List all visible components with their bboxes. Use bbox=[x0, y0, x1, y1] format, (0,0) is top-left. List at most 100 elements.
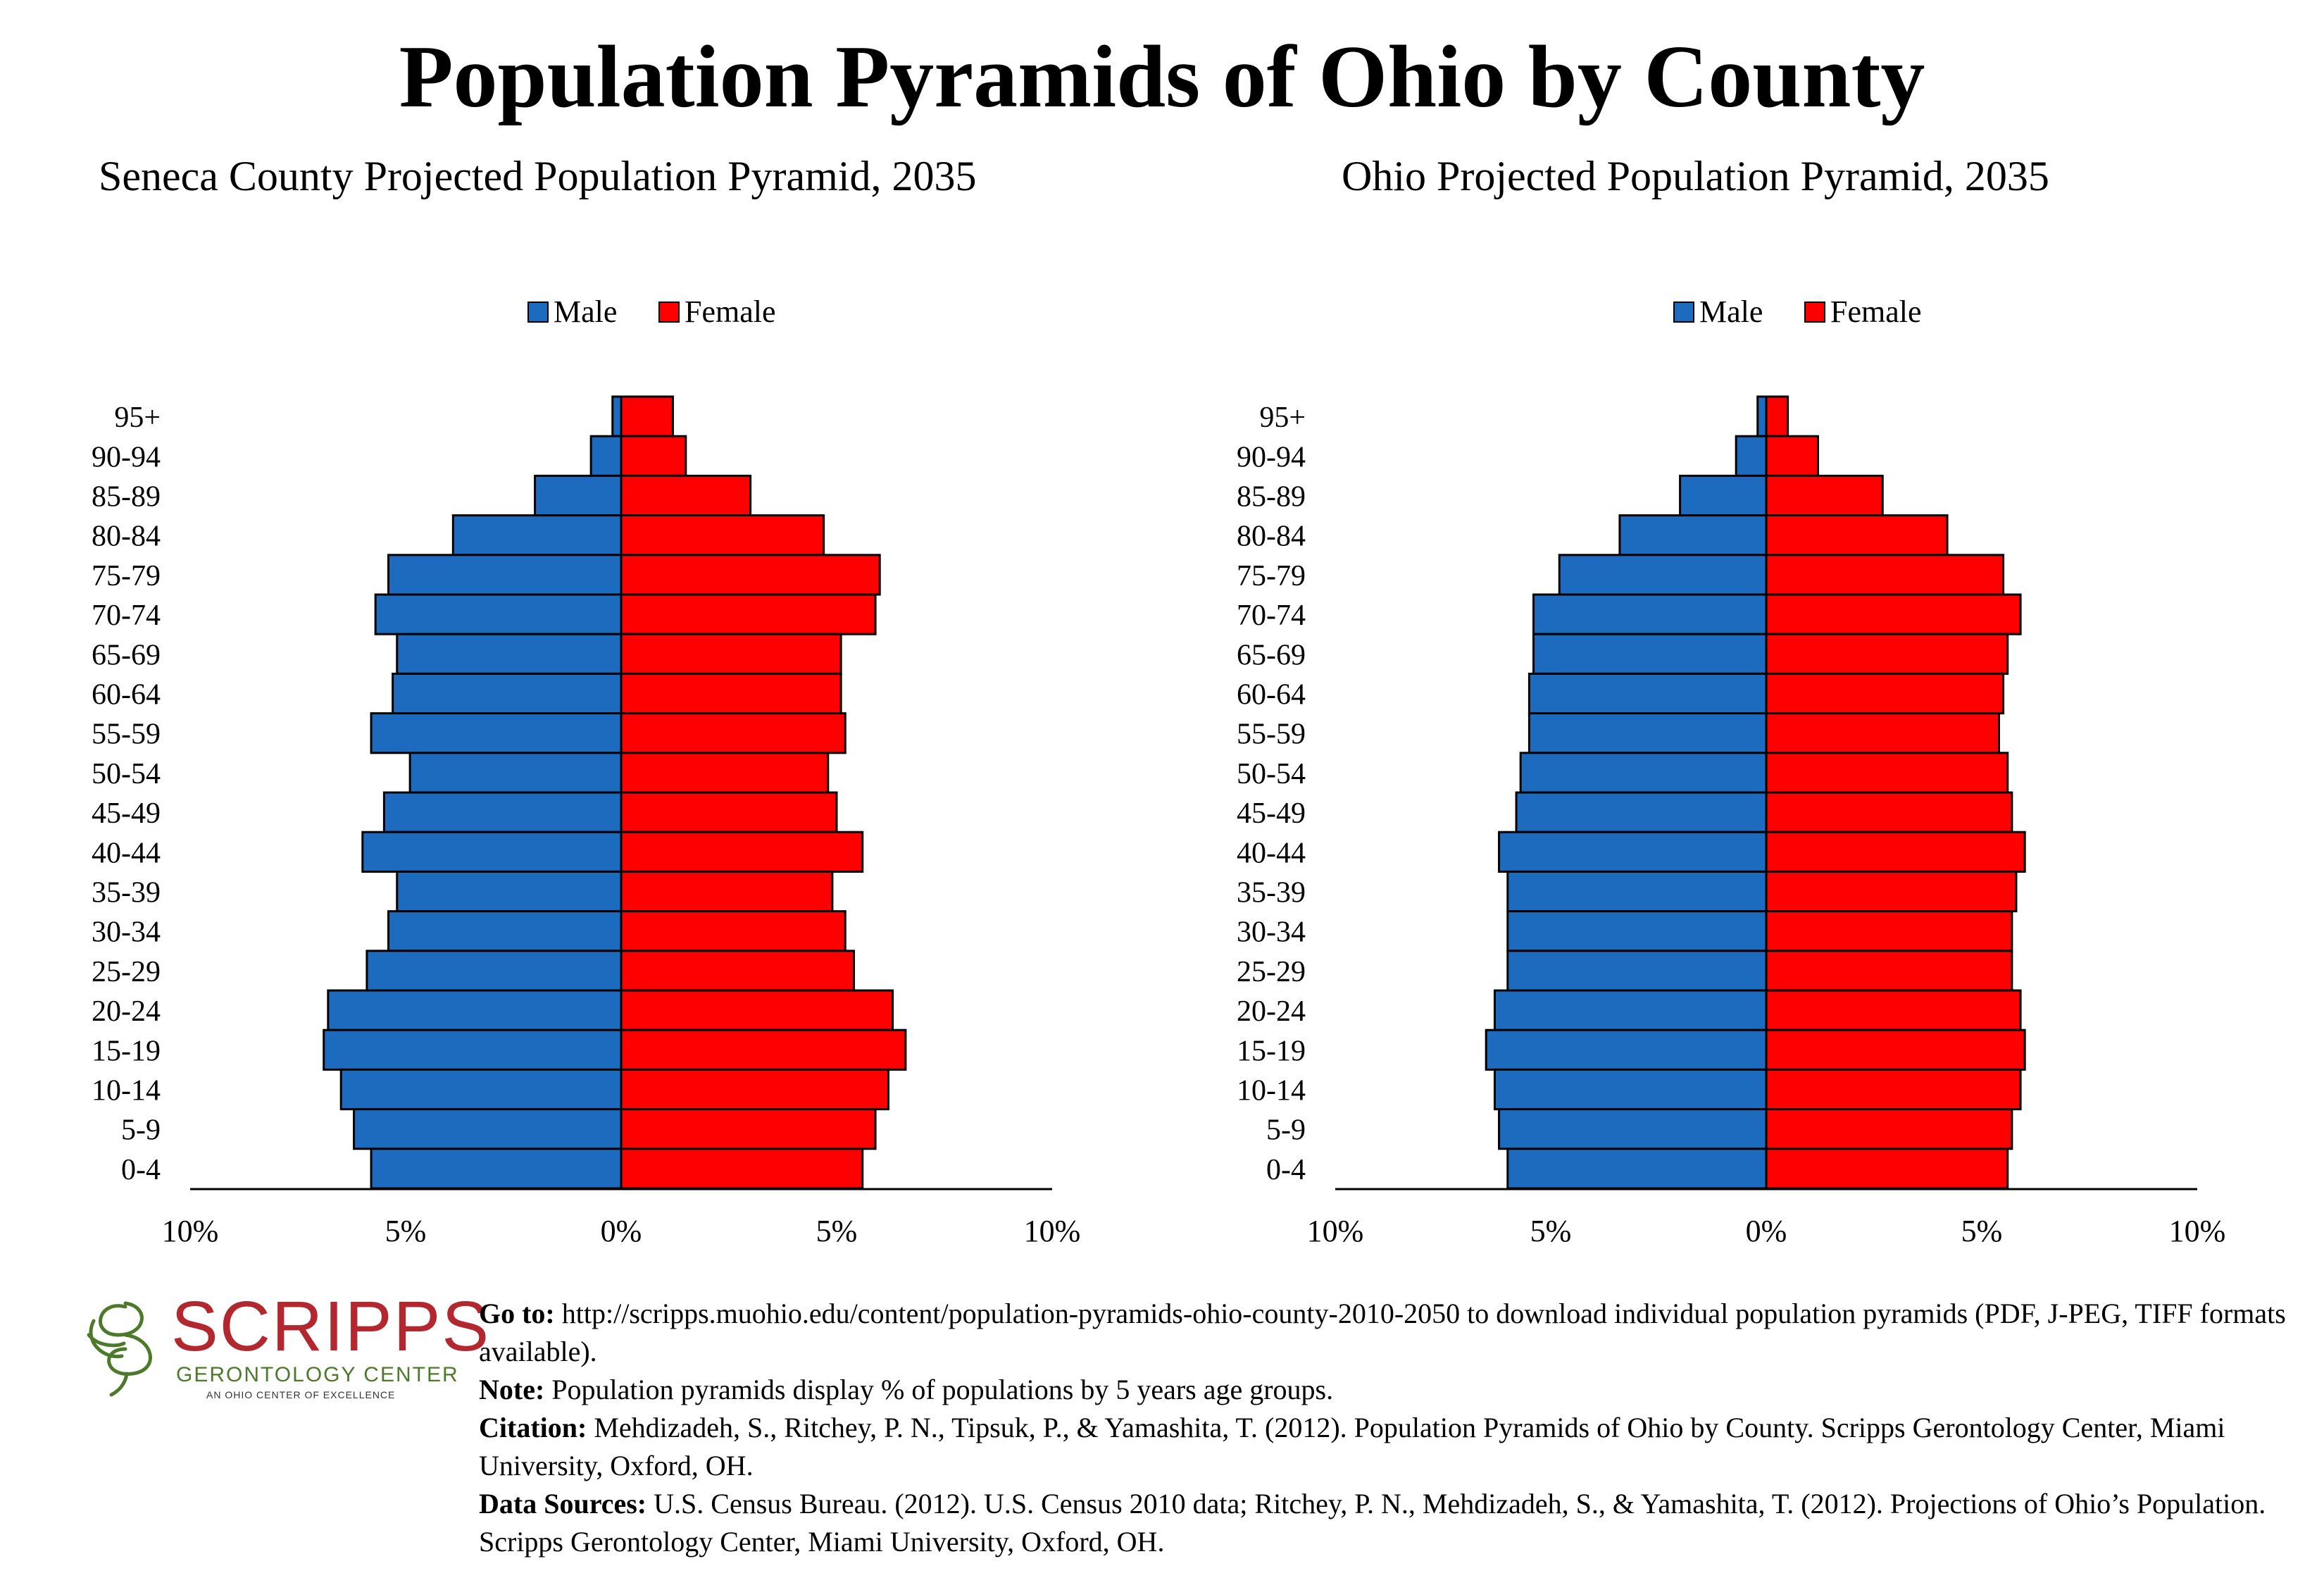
footer-notes: Go to: http://scripps.muohio.edu/content… bbox=[479, 1295, 2310, 1561]
bar-female bbox=[620, 950, 855, 992]
bar-female bbox=[1765, 752, 2009, 794]
note-label: Note: bbox=[479, 1374, 545, 1405]
x-tick-label: 0% bbox=[601, 1214, 642, 1248]
age-group-label: 50-54 bbox=[92, 758, 161, 790]
age-group-label: 30-34 bbox=[1237, 916, 1306, 949]
x-tick-label: 10% bbox=[162, 1214, 219, 1248]
bar-male bbox=[1735, 435, 1768, 477]
bar-male bbox=[611, 395, 623, 437]
age-group-label: 10-14 bbox=[92, 1075, 161, 1107]
pyramid-charts: Seneca County Projected Population Pyram… bbox=[92, 153, 2226, 1248]
age-group-label: 35-39 bbox=[92, 877, 161, 909]
age-group-label: 45-49 bbox=[1237, 797, 1306, 830]
age-group-label: 80-84 bbox=[92, 521, 161, 553]
bar-female bbox=[620, 1068, 889, 1111]
x-tick-label: 5% bbox=[816, 1214, 858, 1248]
age-group-label: 65-69 bbox=[92, 639, 161, 671]
bar-male bbox=[396, 633, 623, 675]
age-group-label: 55-59 bbox=[1237, 719, 1306, 751]
bar-male bbox=[1519, 752, 1768, 794]
bar-male bbox=[392, 672, 623, 715]
age-group-label: 0-4 bbox=[1266, 1154, 1306, 1186]
age-group-label: 40-44 bbox=[1237, 837, 1306, 869]
bar-male bbox=[1506, 1148, 1768, 1190]
bar-female bbox=[1765, 791, 2013, 833]
bar-female bbox=[620, 633, 842, 675]
bar-male bbox=[361, 831, 623, 873]
bar-male bbox=[1618, 514, 1768, 557]
bar-female bbox=[1765, 395, 1789, 437]
bar-female bbox=[1765, 435, 1819, 477]
bar-male bbox=[1528, 672, 1768, 715]
bar-female bbox=[620, 554, 881, 596]
legend-male-swatch bbox=[1673, 302, 1694, 323]
bar-male bbox=[1506, 870, 1768, 913]
bar-female bbox=[620, 910, 846, 952]
age-group-label: 5-9 bbox=[121, 1114, 161, 1147]
age-group-label: 70-74 bbox=[1237, 599, 1306, 632]
age-group-label: 20-24 bbox=[92, 995, 161, 1028]
scripps-swirl-icon bbox=[87, 1301, 152, 1397]
x-tick-label: 10% bbox=[1307, 1214, 1364, 1248]
legend-male-label: Male bbox=[1699, 294, 1763, 329]
bar-female bbox=[620, 1148, 864, 1190]
age-group-label: 75-79 bbox=[1237, 560, 1306, 592]
age-group-label: 0-4 bbox=[121, 1154, 161, 1186]
bar-male bbox=[1679, 474, 1768, 517]
citation-text: Mehdizadeh, S., Ritchey, P. N., Tipsuk, … bbox=[479, 1412, 2225, 1481]
bar-male bbox=[370, 712, 623, 754]
bar-female bbox=[1765, 910, 2013, 952]
age-group-label: 90-94 bbox=[1237, 441, 1306, 473]
bar-female bbox=[1765, 593, 2022, 635]
goto-label: Go to: bbox=[479, 1298, 555, 1329]
bar-male bbox=[327, 989, 623, 1031]
age-group-label: 85-89 bbox=[1237, 481, 1306, 514]
x-tick-label: 5% bbox=[1961, 1214, 2003, 1248]
bar-male bbox=[374, 593, 623, 635]
age-group-label: 20-24 bbox=[1237, 995, 1306, 1028]
bar-female bbox=[1765, 989, 2022, 1031]
x-tick-label: 5% bbox=[385, 1214, 427, 1248]
age-group-label: 95+ bbox=[1259, 402, 1306, 434]
bar-male bbox=[1532, 633, 1768, 675]
footer-citation: Citation: Mehdizadeh, S., Ritchey, P. N.… bbox=[479, 1409, 2310, 1485]
bar-male bbox=[1528, 712, 1768, 754]
bar-female bbox=[620, 514, 825, 557]
age-group-label: 5-9 bbox=[1266, 1114, 1306, 1147]
age-group-label: 35-39 bbox=[1237, 877, 1306, 909]
bar-male bbox=[1485, 1028, 1768, 1071]
bar-female bbox=[1765, 870, 2018, 913]
footer-note: Note: Population pyramids display % of p… bbox=[479, 1371, 2310, 1409]
bar-male bbox=[396, 870, 623, 913]
bar-male bbox=[370, 1148, 623, 1190]
bar-male bbox=[1498, 1108, 1768, 1150]
bar-female bbox=[1765, 712, 2000, 754]
age-group-label: 90-94 bbox=[92, 441, 161, 473]
age-group-label: 25-29 bbox=[92, 956, 161, 988]
age-group-label: 75-79 bbox=[92, 560, 161, 592]
age-group-label: 95+ bbox=[114, 402, 161, 434]
bar-male bbox=[382, 791, 623, 833]
bar-male bbox=[387, 910, 623, 952]
bar-female bbox=[620, 989, 894, 1031]
logo-name: SCRIPPS bbox=[171, 1287, 491, 1366]
bar-female bbox=[620, 1028, 907, 1071]
legend-female-swatch bbox=[1804, 302, 1825, 323]
scripps-logo: SCRIPPS GERONTOLOGY CENTER AN OHIO CENTE… bbox=[83, 1286, 489, 1405]
age-group-label: 25-29 bbox=[1237, 956, 1306, 988]
bar-female bbox=[620, 870, 834, 913]
bar-female bbox=[1765, 1068, 2022, 1111]
bar-female bbox=[620, 791, 838, 833]
bar-male bbox=[451, 514, 623, 557]
age-group-label: 15-19 bbox=[92, 1035, 161, 1067]
bar-male bbox=[366, 950, 623, 992]
bar-female bbox=[1765, 950, 2013, 992]
bar-male bbox=[353, 1108, 623, 1150]
bar-female bbox=[620, 474, 752, 517]
bar-male bbox=[1493, 1068, 1768, 1111]
x-tick-label: 10% bbox=[2169, 1214, 2226, 1248]
note-text: Population pyramids display % of populat… bbox=[544, 1374, 1334, 1405]
legend-female-swatch bbox=[658, 302, 680, 323]
bar-female bbox=[1765, 514, 1949, 557]
age-group-label: 60-64 bbox=[92, 679, 161, 711]
